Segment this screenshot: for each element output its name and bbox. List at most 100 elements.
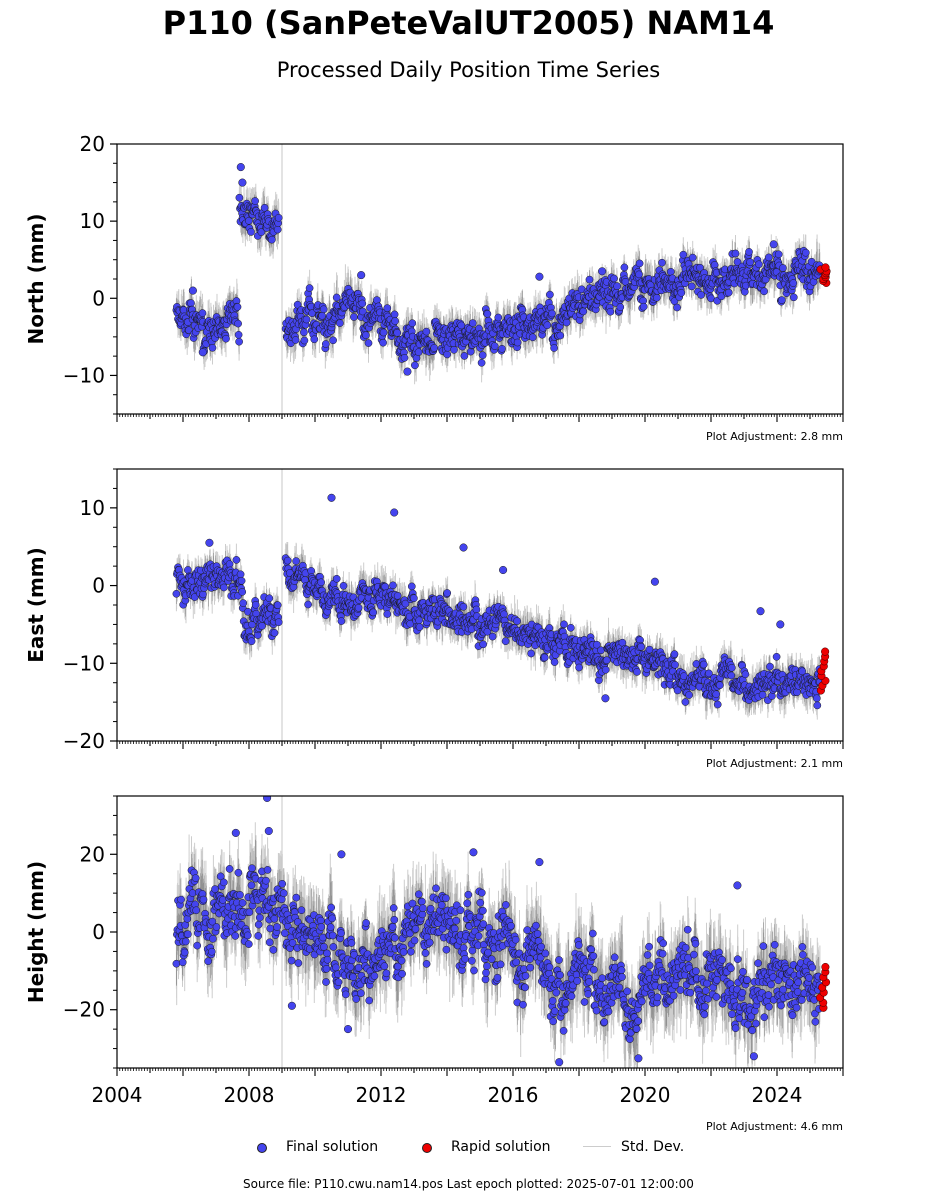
final-solution-point: [474, 932, 483, 940]
final-solution-point: [274, 618, 283, 627]
y-tick-label: −10: [63, 651, 105, 675]
final-solution-point: [562, 318, 571, 327]
plot-adjustment-label: Plot Adjustment: 2.1 mm: [706, 757, 843, 770]
final-solution-point: [234, 868, 243, 877]
rapid-solution-point: [821, 263, 830, 272]
final-solution-point: [634, 1017, 643, 1025]
final-solution-point: [452, 916, 461, 925]
final-solution-point: [703, 979, 711, 988]
final-solution-point: [496, 960, 505, 969]
final-solution-point: [297, 906, 306, 915]
final-solution-point: [397, 956, 406, 965]
final-solution-point: [329, 943, 338, 951]
final-solution-point: [652, 293, 661, 302]
final-solution-point: [550, 344, 558, 352]
final-solution-point: [812, 694, 821, 703]
final-solution-point: [292, 557, 300, 565]
final-solution-point: [235, 337, 243, 346]
final-solution-point: [408, 319, 417, 328]
final-solution-point: [294, 959, 303, 967]
final-solution-point: [512, 958, 521, 967]
final-solution-point: [347, 939, 356, 947]
final-solution-point: [760, 1013, 769, 1022]
y-tick-label: 0: [92, 920, 105, 944]
final-solution-point: [383, 304, 392, 312]
final-solution-point: [255, 913, 264, 922]
x-tick-label: 2016: [488, 1083, 539, 1107]
final-solution-point: [204, 957, 213, 966]
final-solution-point: [426, 904, 435, 913]
final-solution-point: [673, 303, 681, 312]
final-solution-point: [287, 1001, 296, 1010]
final-solution-point: [248, 864, 256, 873]
final-solution-point: [610, 953, 619, 962]
final-solution-point: [234, 330, 243, 339]
final-solution-point: [548, 996, 557, 1005]
final-solution-point: [479, 640, 488, 649]
final-solution-point: [770, 940, 779, 949]
final-solution-point: [430, 344, 439, 352]
final-solution-point: [233, 303, 242, 311]
final-solution-point: [172, 589, 181, 598]
final-solution-point: [263, 796, 272, 802]
final-solution-point: [601, 694, 610, 703]
final-solution-point: [692, 967, 700, 975]
final-solution-point: [685, 691, 693, 699]
final-solution-point: [513, 338, 522, 347]
final-solution-point: [798, 667, 807, 676]
final-solution-point: [265, 594, 274, 603]
final-solution-point: [207, 947, 216, 956]
final-solution-point: [329, 336, 337, 345]
final-solution-point: [797, 996, 806, 1004]
final-solution-point: [653, 993, 662, 1002]
final-solution-point: [442, 945, 451, 954]
final-solution-point: [357, 271, 366, 280]
rapid-solution-marker-icon: [413, 1137, 441, 1157]
final-solution-point: [683, 925, 692, 934]
final-solution-point: [319, 305, 328, 314]
final-solution-point: [733, 955, 742, 964]
final-solution-point: [225, 865, 234, 873]
page-title: P110 (SanPeteValUT2005) NAM14: [162, 4, 775, 42]
final-solution-point: [231, 932, 240, 940]
final-solution-point: [219, 878, 228, 887]
final-solution-point: [354, 603, 363, 612]
final-solution-point: [251, 600, 260, 609]
final-solution-point: [676, 986, 685, 994]
final-solution-point: [327, 903, 336, 912]
final-solution-point: [681, 698, 690, 706]
final-solution-point: [362, 919, 370, 927]
final-solution-point: [268, 235, 276, 244]
final-solution-point: [634, 1054, 643, 1063]
final-solution-point: [792, 1003, 801, 1012]
final-solution-point: [317, 578, 325, 587]
final-solution-point: [415, 616, 423, 625]
final-solution-point: [237, 576, 246, 585]
final-solution-point: [589, 952, 598, 960]
final-solution-point: [191, 874, 200, 882]
final-solution-point: [712, 690, 721, 699]
final-solution-point: [483, 962, 491, 970]
final-solution-point: [556, 331, 565, 340]
final-solution-point: [321, 340, 330, 348]
final-solution-point: [322, 978, 330, 986]
final-solution-point: [513, 617, 521, 625]
final-solution-point: [598, 974, 607, 983]
final-solution-point: [745, 248, 753, 256]
final-solution-point: [755, 260, 763, 269]
final-solution-point: [561, 999, 570, 1007]
final-solution-point: [811, 1017, 820, 1026]
final-solution-point: [199, 590, 207, 599]
final-solution-point: [532, 921, 540, 930]
final-solution-point: [793, 988, 802, 996]
panel-north: −10 0 10 20 North (mm) Plot Adjustment: 2.8 m…: [24, 132, 844, 443]
final-solution-point: [639, 302, 648, 311]
final-solution-point: [208, 343, 217, 352]
final-solution-point: [746, 258, 754, 267]
final-solution-point: [362, 331, 370, 340]
final-solution-point: [247, 228, 255, 236]
final-solution-point: [468, 946, 477, 955]
final-solution-point: [231, 828, 240, 837]
final-solution-point: [498, 344, 506, 353]
final-solution-point: [758, 690, 767, 699]
